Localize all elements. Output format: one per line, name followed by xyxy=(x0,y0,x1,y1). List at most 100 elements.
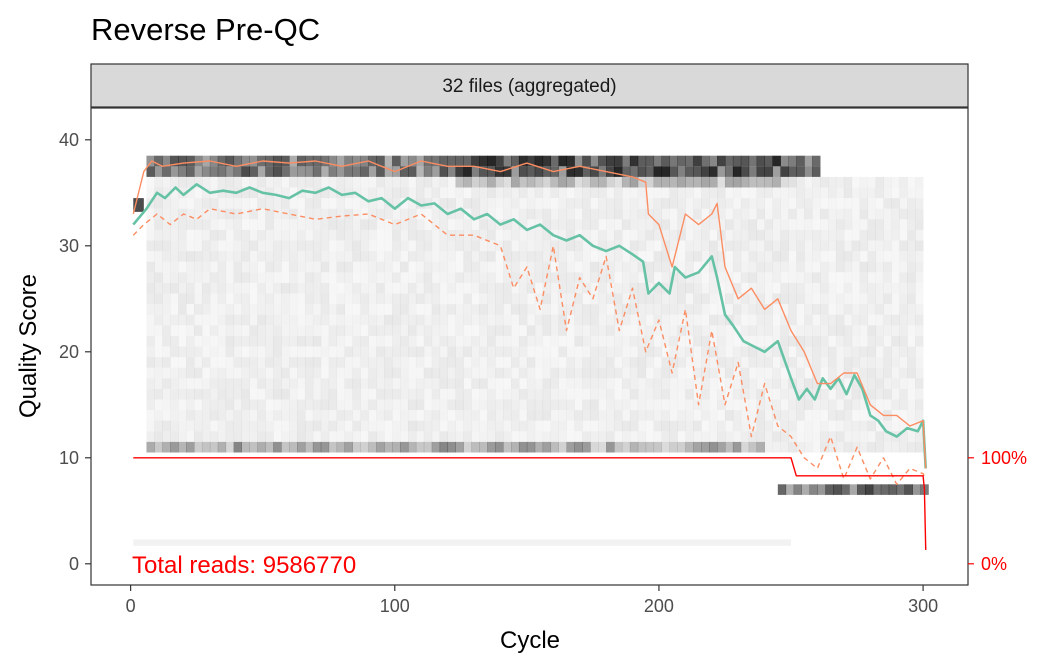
heatmap-cell xyxy=(582,166,591,177)
heatmap-cell xyxy=(463,261,472,273)
heatmap-cell xyxy=(883,388,892,400)
heatmap-cell xyxy=(146,357,155,368)
heatmap-cell xyxy=(764,346,773,358)
heatmap-cell xyxy=(851,388,861,400)
heatmap-cell xyxy=(336,431,345,442)
heatmap-cell xyxy=(835,229,845,241)
heatmap-cell xyxy=(194,293,203,305)
heatmap-cell xyxy=(495,240,504,252)
heatmap-cell xyxy=(820,251,828,262)
heatmap-cell xyxy=(709,346,718,358)
heatmap-cell xyxy=(859,346,869,358)
heatmap-cell xyxy=(883,346,892,358)
heatmap-cell xyxy=(344,176,353,188)
panel-border xyxy=(90,107,969,586)
heatmap-cell xyxy=(360,410,369,421)
heatmap-cell xyxy=(376,420,385,432)
heatmap-cell xyxy=(645,261,655,273)
heatmap-cell xyxy=(677,399,686,411)
heatmap-cell xyxy=(574,335,583,347)
heatmap-cell xyxy=(368,240,377,252)
heatmap-cell xyxy=(353,304,361,315)
heatmap-cell xyxy=(407,251,417,262)
heatmap-cell xyxy=(265,400,273,411)
heatmap-cell xyxy=(241,431,250,442)
heatmap-cell xyxy=(645,346,655,358)
heatmap-cell xyxy=(479,261,488,273)
heatmap-cell xyxy=(281,219,290,230)
heatmap-cell xyxy=(503,367,512,379)
heatmap-cell xyxy=(304,357,314,368)
heatmap-cell xyxy=(812,262,820,273)
heatmap-cell xyxy=(225,431,235,442)
heatmap-cell xyxy=(550,219,559,230)
heatmap-cell xyxy=(487,208,496,220)
heatmap-cell xyxy=(495,399,504,411)
heatmap-cell xyxy=(281,272,289,283)
heatmap-cell xyxy=(804,304,813,315)
heatmap-cell xyxy=(598,261,607,273)
heatmap-cell xyxy=(685,388,694,400)
heatmap-cell xyxy=(360,261,369,273)
heatmap-cell xyxy=(724,155,734,167)
heatmap-cell xyxy=(423,314,433,326)
heatmap-cell xyxy=(194,188,202,199)
heatmap-cell xyxy=(178,314,187,326)
heatmap-cell xyxy=(859,272,869,283)
heatmap-cell xyxy=(661,388,670,400)
x-axis-title: Cycle xyxy=(500,627,560,654)
heatmap-cell xyxy=(732,251,742,262)
heatmap-cell xyxy=(233,208,242,220)
heatmap-cell xyxy=(606,431,615,442)
heatmap-cell xyxy=(304,293,314,305)
heatmap-cell xyxy=(201,261,211,273)
heatmap-cell xyxy=(416,368,424,379)
heatmap-cell xyxy=(392,367,401,379)
heatmap-cell xyxy=(336,410,345,421)
heatmap-cell xyxy=(851,251,861,262)
heatmap-cell xyxy=(518,420,528,432)
heatmap-cell xyxy=(859,420,869,432)
heatmap-cell xyxy=(851,378,861,389)
heatmap-cell xyxy=(511,325,519,336)
heatmap-cell xyxy=(780,346,789,358)
heatmap-cell xyxy=(336,357,345,368)
heatmap-cell xyxy=(661,441,670,453)
heatmap-cell xyxy=(653,251,662,262)
heatmap-cell xyxy=(693,272,702,283)
heatmap-cell xyxy=(320,335,330,347)
heatmap-cell xyxy=(820,293,829,305)
heatmap-cell xyxy=(233,166,242,177)
heatmap-cell xyxy=(677,441,686,453)
heatmap-cell xyxy=(732,240,742,252)
heatmap-cell xyxy=(550,314,559,326)
heatmap-cell xyxy=(194,315,202,326)
heatmap-cell xyxy=(384,261,393,273)
heatmap-cell xyxy=(835,293,845,305)
heatmap-cell xyxy=(297,166,306,177)
heatmap-cell xyxy=(804,198,813,209)
heatmap-cell xyxy=(217,335,227,347)
heatmap-cell xyxy=(273,251,282,262)
heatmap-cell xyxy=(629,367,639,379)
heatmap-cell xyxy=(772,208,781,220)
heatmap-cell xyxy=(788,208,797,220)
heatmap-cell xyxy=(526,335,536,347)
heatmap-cell xyxy=(756,251,765,262)
heatmap-cell xyxy=(225,441,235,453)
heatmap-cell xyxy=(598,335,607,347)
heatmap-cell xyxy=(146,367,155,379)
heatmap-cell xyxy=(407,155,417,167)
heatmap-cell xyxy=(915,251,924,262)
heatmap-cell xyxy=(479,229,488,241)
heatmap-cell xyxy=(693,335,702,347)
heatmap-cell xyxy=(582,335,591,347)
heatmap-cell xyxy=(550,388,559,400)
heatmap-cell xyxy=(154,261,163,273)
heatmap-cell xyxy=(273,431,281,442)
heatmap-cell xyxy=(843,335,853,347)
heatmap-cell xyxy=(551,198,559,209)
heatmap-cell xyxy=(542,166,552,177)
heatmap-cell xyxy=(431,346,441,358)
heatmap-cell xyxy=(693,282,702,294)
